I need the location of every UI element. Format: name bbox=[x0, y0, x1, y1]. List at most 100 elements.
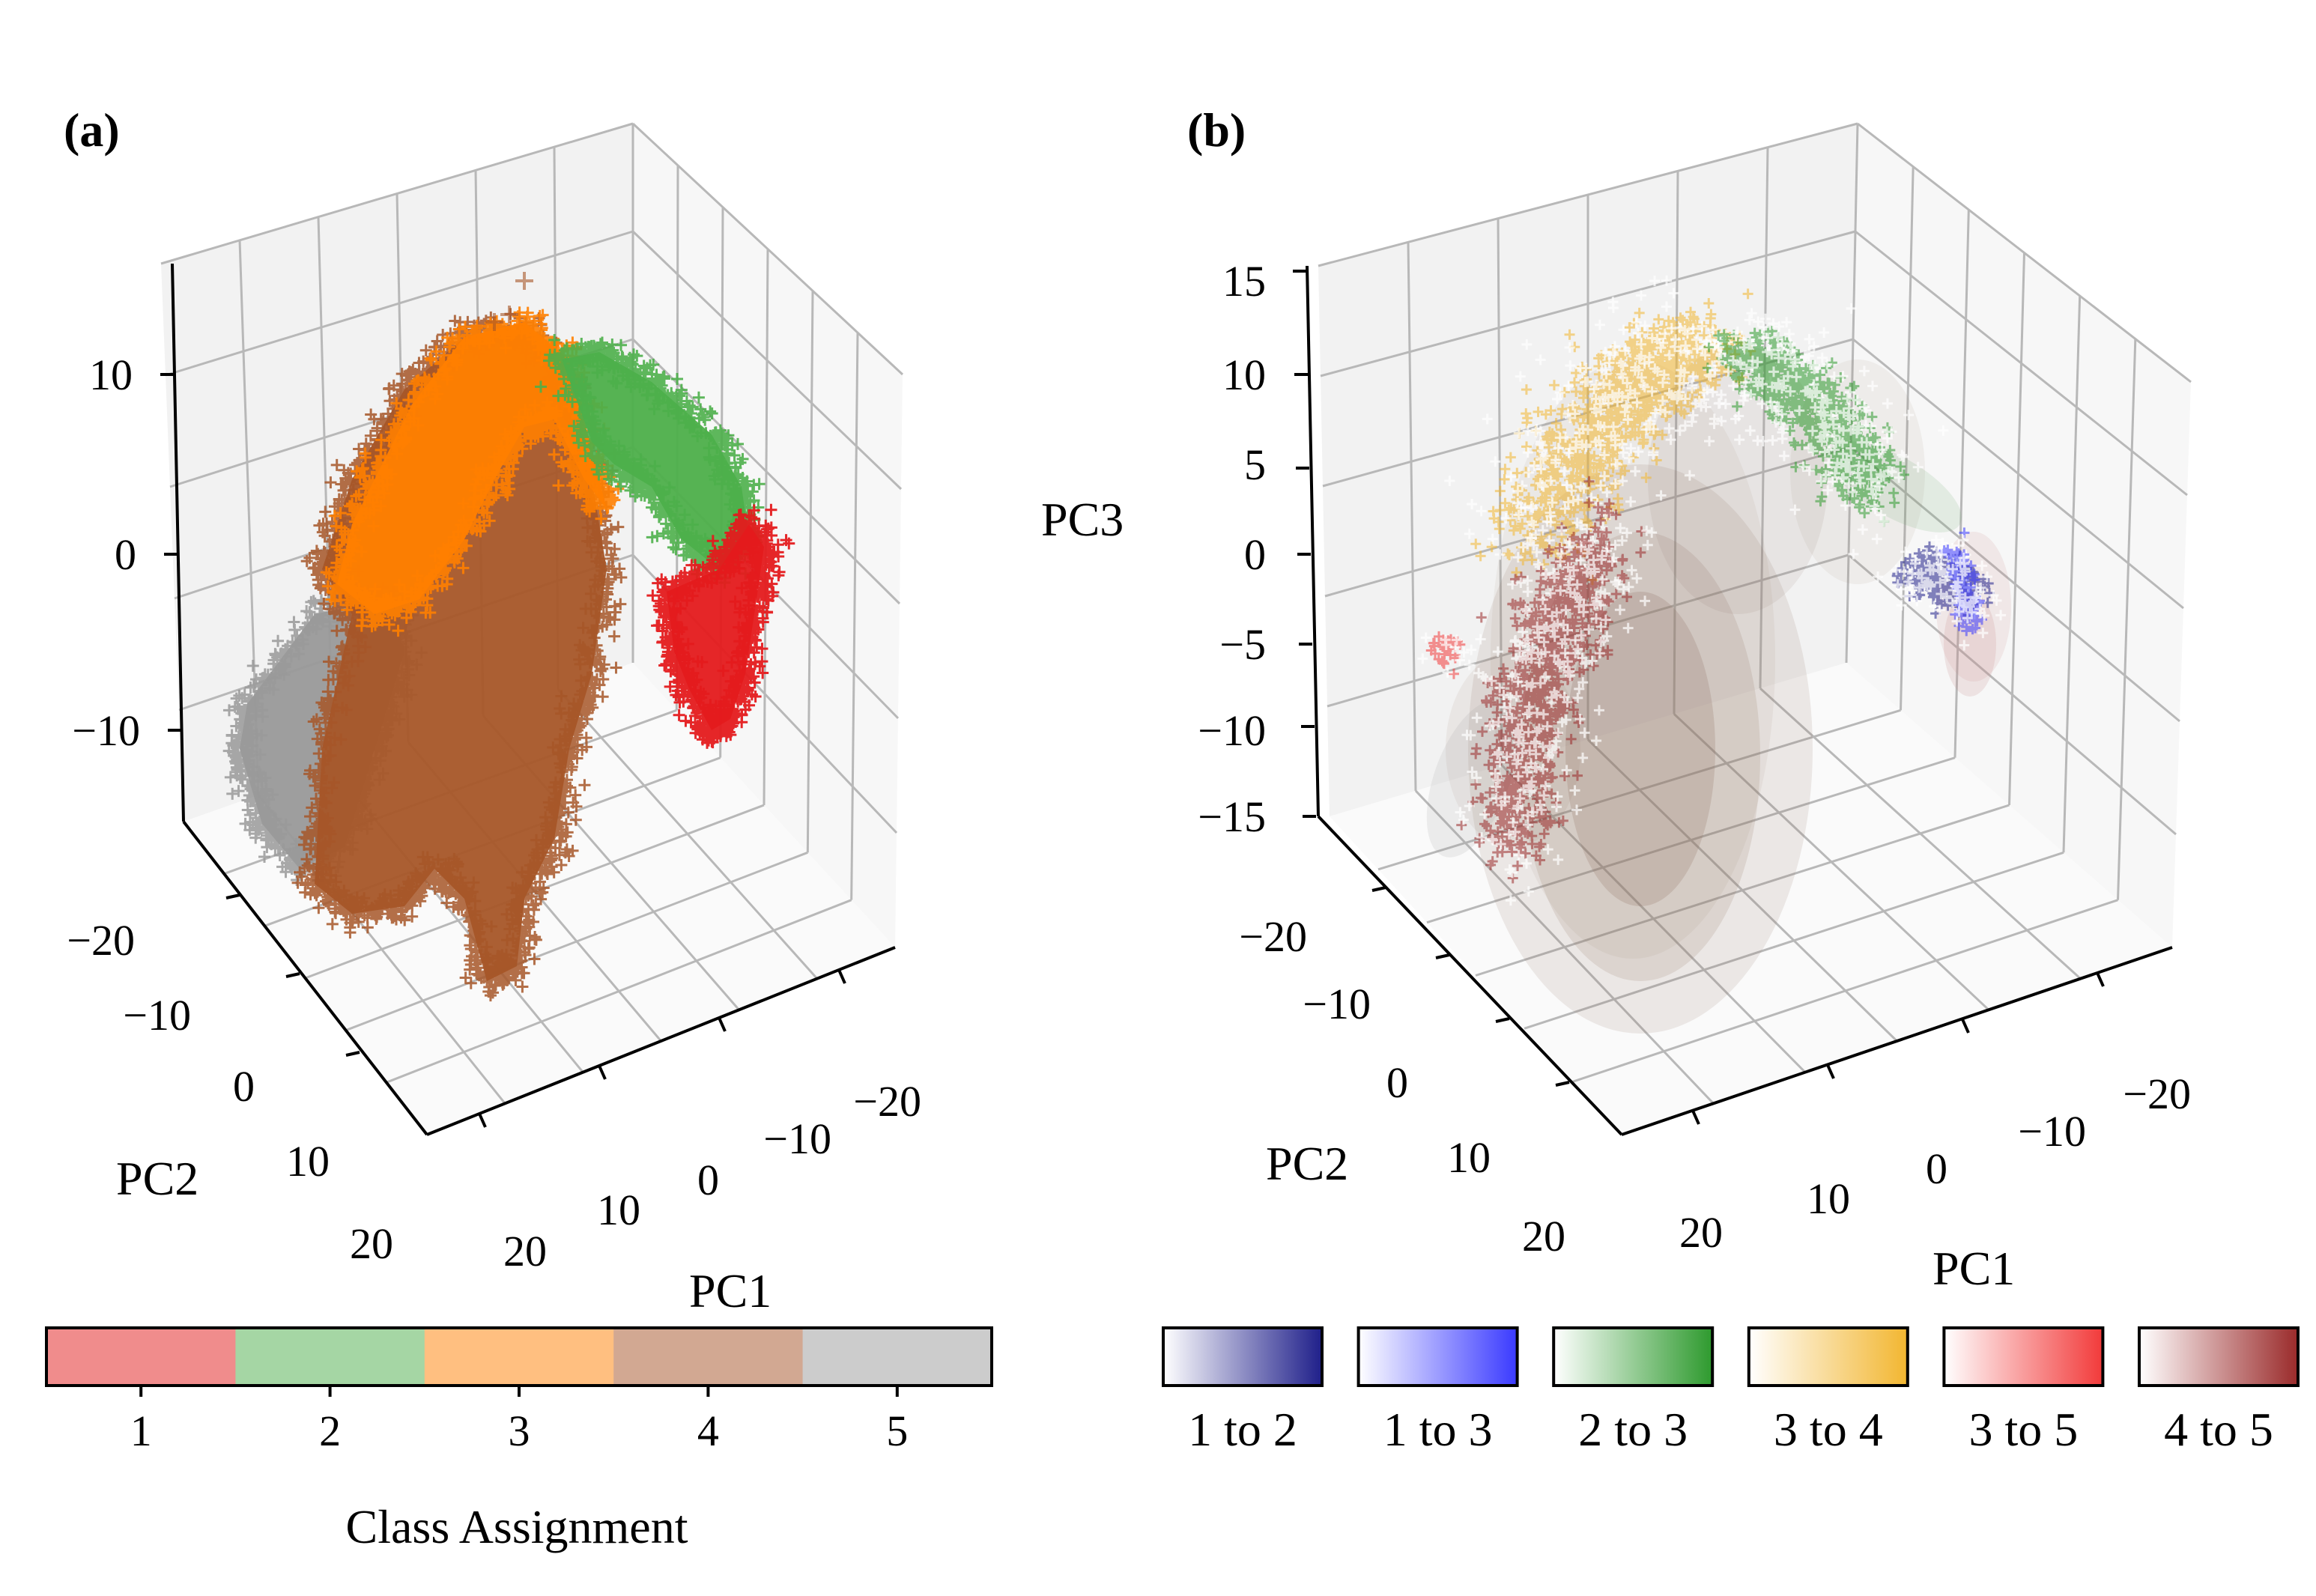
colorbar-tick-label: 3 bbox=[509, 1407, 530, 1455]
series-1-to-3-highlights bbox=[1935, 535, 1999, 651]
legend-colorbar bbox=[1942, 1326, 2105, 1387]
panel-a-colorbar-label: Class Assignment bbox=[346, 1500, 688, 1553]
panel-a-pc1-label: PC1 bbox=[689, 1264, 772, 1317]
pc1-tick-label: 0 bbox=[697, 1156, 719, 1204]
pc1-tick-label: 20 bbox=[503, 1227, 547, 1275]
gridline bbox=[850, 333, 859, 900]
tick-label: 10 bbox=[89, 351, 133, 399]
panel-b-pc3-axis bbox=[1306, 265, 1320, 817]
class-1-points bbox=[646, 503, 795, 749]
gridline bbox=[1900, 166, 1915, 711]
panel-a-colorbar: 1 2 3 4 5 bbox=[45, 1326, 993, 1455]
legend-colorbar bbox=[2138, 1326, 2300, 1387]
tick-mark bbox=[285, 972, 300, 978]
gridline bbox=[2008, 252, 2025, 806]
panel-a-pc2-label: PC2 bbox=[116, 1152, 198, 1205]
class-3-points-body bbox=[337, 322, 607, 614]
colorbar-segment bbox=[424, 1328, 614, 1386]
pc2-tick-label: 10 bbox=[286, 1137, 330, 1186]
panel-b-legend: 1 to 2 1 to 3 2 to 3 3 to 4 3 to 5 4 to 5 bbox=[1162, 1326, 2300, 1456]
series-2-to-3 bbox=[1699, 303, 1949, 559]
pc2-tick-label: −10 bbox=[123, 991, 191, 1040]
legend-colorbar bbox=[1747, 1326, 1909, 1387]
pc2-tick-label: 20 bbox=[350, 1219, 393, 1268]
class-1-points-markers bbox=[646, 503, 795, 749]
colorbar-tick-label: 4 bbox=[697, 1407, 719, 1455]
panel-b: −15 −10 −5 0 5 10 15 −20 −10 0 10 20 −20 −10 0 10 20 (b)… bbox=[1041, 103, 2192, 1295]
series-2-to-3-highlights bbox=[1699, 303, 1949, 559]
gridline bbox=[1673, 171, 1679, 714]
panel-a: −10 0 10 −20 −10 0 10 20 −20 −10 0 10 20 (a) PC2 PC1 bbox=[64, 103, 921, 1317]
gridline bbox=[2117, 339, 2137, 900]
pane-edge bbox=[1318, 122, 1858, 267]
gridline bbox=[1850, 446, 2180, 723]
pc2-tick-label: 0 bbox=[233, 1062, 255, 1111]
pc1-tick-label: 20 bbox=[1679, 1208, 1723, 1257]
pane-edge bbox=[160, 122, 634, 265]
colorbar-tick-label: 5 bbox=[886, 1407, 908, 1455]
gridline bbox=[1953, 209, 1970, 758]
panel-b-label: (b) bbox=[1187, 103, 1246, 157]
gridline bbox=[1320, 230, 1856, 377]
panel-b-pc2-label: PC2 bbox=[1266, 1137, 1348, 1190]
tick-mark bbox=[718, 1017, 727, 1032]
pc2-tick-label: −20 bbox=[67, 916, 135, 965]
legend-label: 4 to 5 bbox=[2164, 1403, 2273, 1456]
panel-b-pc1-label: PC1 bbox=[1932, 1242, 2015, 1295]
gridline bbox=[1759, 147, 1769, 689]
tick-mark bbox=[345, 1051, 360, 1057]
tick-mark bbox=[1495, 1017, 1510, 1023]
tick-label: 0 bbox=[115, 530, 136, 579]
series-1-to-3 bbox=[1935, 527, 1999, 651]
pc2-tick-label: −20 bbox=[1239, 912, 1307, 961]
gridline bbox=[1572, 899, 2118, 1083]
gridline bbox=[386, 899, 852, 1084]
panel-a-pc2-axis bbox=[182, 820, 428, 1136]
pc1-tick-label: −20 bbox=[853, 1077, 921, 1126]
pc3-tick-label: −10 bbox=[1198, 706, 1266, 755]
colorbar-segment bbox=[235, 1328, 425, 1386]
colorbar-segment bbox=[802, 1328, 992, 1386]
pc3-tick-label: −15 bbox=[1198, 792, 1266, 841]
legend-label: 2 to 3 bbox=[1578, 1403, 1688, 1456]
tick-mark bbox=[598, 1065, 607, 1080]
pane-edge bbox=[1857, 122, 2192, 383]
gridline bbox=[165, 230, 634, 377]
panel-b-ticks: −15 −10 −5 0 5 10 15 −20 −10 0 10 20 −20 −10 0 10 20 bbox=[1198, 257, 2191, 1260]
series-3-to-5 bbox=[1417, 631, 1477, 679]
class-4-outliers bbox=[485, 272, 533, 331]
colorbar-tick-label: 1 bbox=[130, 1407, 152, 1455]
gridline bbox=[1848, 553, 2177, 836]
panel-b-pc2-axis bbox=[1317, 815, 1623, 1136]
pc2-tick-label: 20 bbox=[1522, 1212, 1565, 1260]
pc1-tick-label: 10 bbox=[597, 1186, 640, 1234]
colorbar-segment bbox=[613, 1328, 804, 1386]
tick-mark bbox=[1961, 1019, 1970, 1034]
panel-b-pc3-label: PC3 bbox=[1041, 493, 1124, 546]
legend-label: 1 to 3 bbox=[1383, 1403, 1493, 1456]
panel-a-pc3-axis bbox=[171, 263, 185, 822]
panel-a-pc1-axis bbox=[426, 946, 896, 1136]
series-4-to-5 bbox=[1455, 448, 1658, 906]
pc2-tick-label: 10 bbox=[1447, 1133, 1491, 1182]
pc3-tick-label: 15 bbox=[1222, 257, 1266, 306]
series-3-to-5-highlights bbox=[1417, 632, 1477, 678]
gaussian-ellipsoid bbox=[1565, 592, 1715, 906]
legend-label: 1 to 2 bbox=[1188, 1403, 1297, 1456]
pc3-tick-label: 0 bbox=[1244, 530, 1266, 579]
gridline bbox=[631, 230, 903, 491]
legend-colorbar bbox=[1552, 1326, 1715, 1387]
gridline bbox=[1852, 338, 2184, 610]
gridline bbox=[2062, 295, 2082, 853]
tick-mark bbox=[1555, 1081, 1570, 1087]
pc1-tick-label: 10 bbox=[1807, 1174, 1850, 1223]
tick-mark bbox=[2096, 972, 2105, 987]
pc1-tick-label: −10 bbox=[763, 1114, 831, 1163]
legend-label: 3 to 4 bbox=[1774, 1403, 1883, 1456]
tick-mark bbox=[1691, 1110, 1700, 1125]
panel-a-ticks: −10 0 10 −20 −10 0 10 20 −20 −10 0 10 20 bbox=[67, 351, 921, 1275]
pc3-tick-label: 5 bbox=[1244, 440, 1266, 489]
panel-b-pc1-axis bbox=[1621, 946, 2173, 1136]
legend-colorbar bbox=[1162, 1326, 1324, 1387]
